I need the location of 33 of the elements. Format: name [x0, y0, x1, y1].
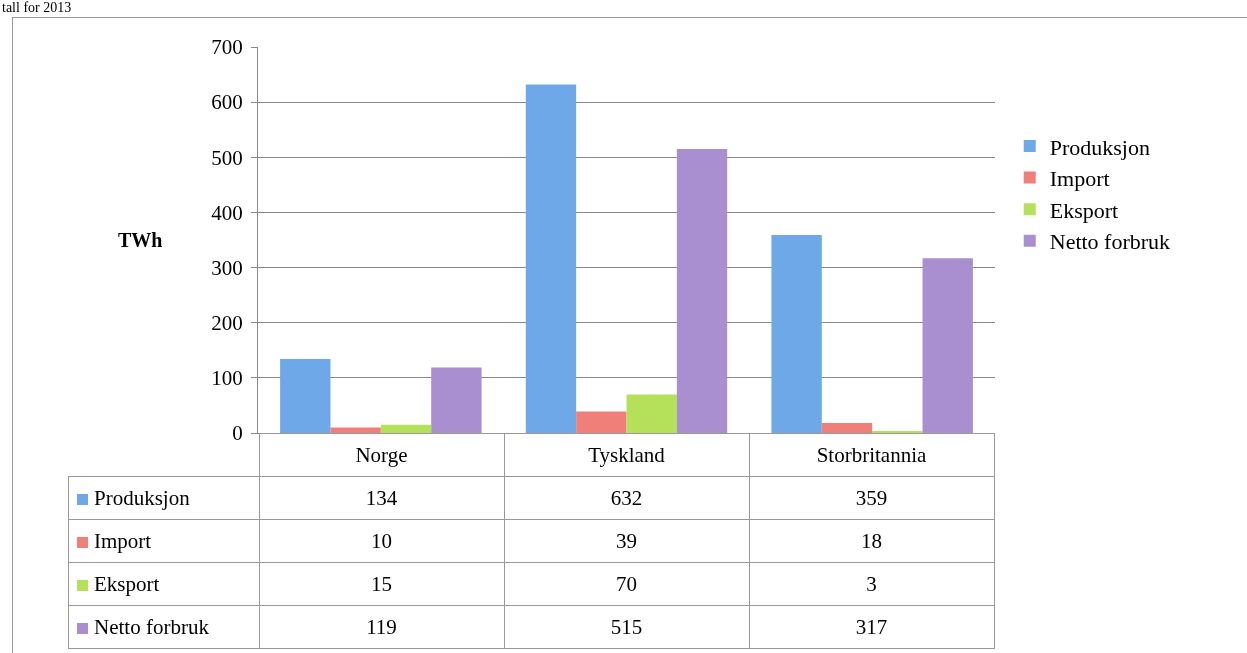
data-label: 119: [259, 605, 504, 649]
legend-label: Produksjon: [68, 476, 259, 520]
data-label: 515: [504, 605, 749, 649]
data-label: 3: [749, 562, 994, 606]
text: Eksport: [94, 571, 160, 596]
text: Netto forbruk: [94, 614, 209, 639]
y-tick-label: 400: [211, 200, 243, 225]
legend-label: Eksport: [1049, 197, 1119, 223]
y-tick-label: 100: [211, 366, 243, 391]
x-tick-label: Storbritannia: [749, 433, 994, 477]
data-label: 18: [749, 519, 994, 563]
data-label: 70: [504, 562, 749, 606]
text: Produksjon: [1049, 134, 1150, 160]
legend-label: Import: [68, 519, 259, 563]
data-label: 15: [259, 562, 504, 606]
x-tick-label: Tyskland: [504, 433, 749, 477]
data-label: 632: [504, 476, 749, 520]
y-tick-label: 700: [211, 35, 243, 60]
data-label: 39: [504, 519, 749, 563]
y-tick-label: 300: [211, 255, 243, 280]
legend-label: Netto forbruk: [1049, 229, 1171, 255]
text: Import: [1049, 166, 1110, 192]
data-label: 317: [749, 605, 994, 649]
x-tick-label: Norge: [259, 433, 504, 477]
data-label: 10: [259, 519, 504, 563]
y-tick-label: 0: [232, 421, 243, 446]
y-tick-label: 600: [211, 90, 243, 115]
y-tick-label: 200: [211, 311, 243, 336]
data-label: 134: [259, 476, 504, 520]
text: tall for 2013: [2, 0, 72, 16]
y-axis-title: TWh: [118, 229, 163, 251]
y-tick-label: 500: [211, 145, 243, 170]
data-label: 359: [749, 476, 994, 520]
